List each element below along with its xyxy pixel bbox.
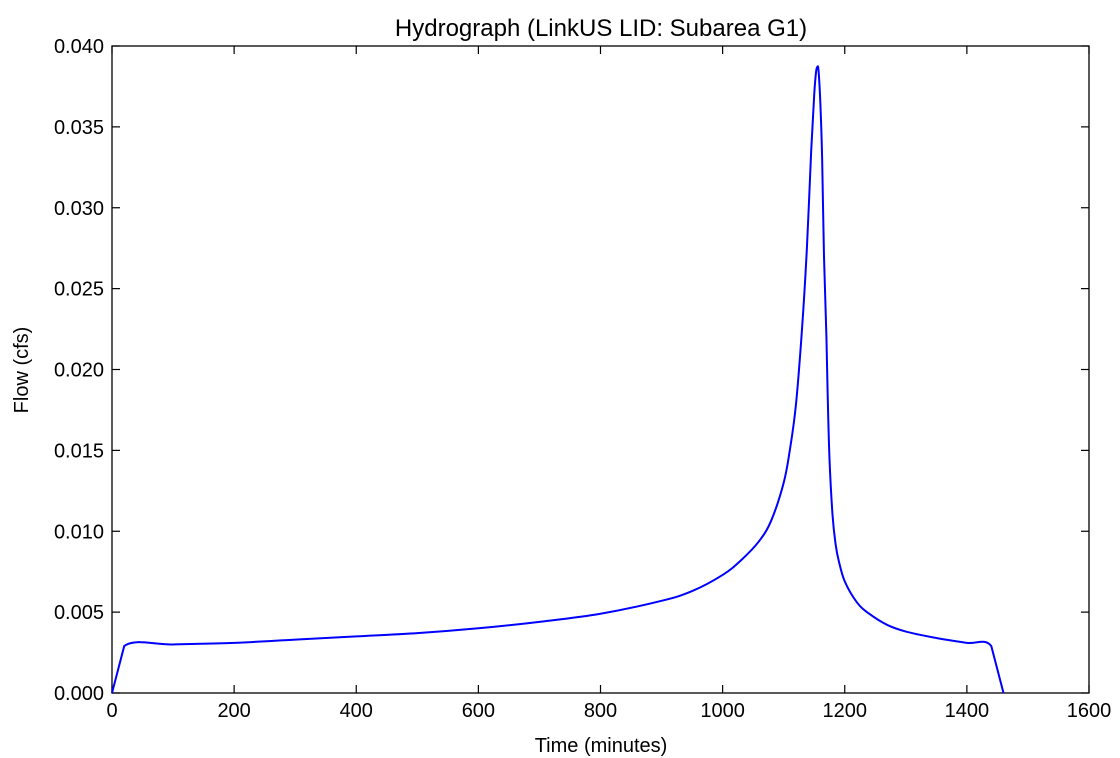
y-tick-label: 0.025 — [54, 279, 104, 301]
plot-area — [111, 45, 1090, 694]
tick-labels-group: 0 200 400 600 800 1000 1200 1400 1600 0.000 0.005 0… — [54, 36, 1111, 722]
y-tick-label: 0.015 — [54, 440, 104, 462]
x-tick-label: 1200 — [823, 700, 868, 722]
y-tick-label: 0.035 — [54, 117, 104, 139]
y-tick-label: 0.030 — [54, 198, 104, 220]
x-tick-label: 600 — [462, 700, 495, 722]
y-tick-label: 0.005 — [54, 602, 104, 624]
y-tick-label: 0.010 — [54, 521, 104, 543]
y-axis-label: Flow (cfs) — [11, 327, 33, 414]
chart-title: Hydrograph (LinkUS LID: Subarea G1) — [395, 15, 807, 42]
x-tick-label: 1000 — [700, 700, 745, 722]
x-tick-label: 200 — [217, 700, 250, 722]
x-tick-label: 1600 — [1067, 700, 1112, 722]
ticks-group — [111, 45, 1090, 694]
x-tick-label: 400 — [340, 700, 373, 722]
x-axis-label: Time (minutes) — [535, 735, 668, 757]
flow-series-line — [111, 65, 1005, 694]
y-tick-label: 0.000 — [54, 683, 104, 705]
y-tick-label: 0.040 — [54, 36, 104, 58]
x-tick-label: 1400 — [945, 700, 990, 722]
y-tick-label: 0.020 — [54, 360, 104, 382]
x-tick-label: 0 — [106, 700, 117, 722]
x-tick-label: 800 — [584, 700, 617, 722]
